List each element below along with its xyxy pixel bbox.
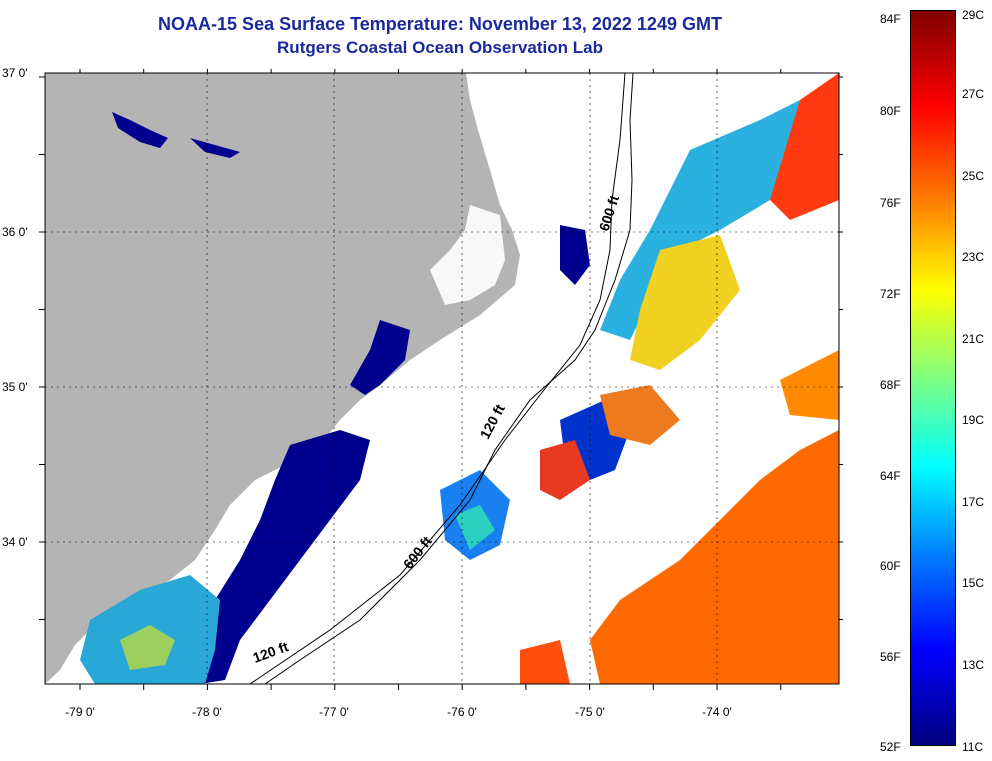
cold-water-patch	[200, 430, 370, 684]
colorbar-label-f: 84F	[880, 12, 901, 26]
lon-label: -79 0'	[65, 705, 95, 719]
colorbar-label-c: 21C	[962, 332, 985, 346]
colorbar-label-c: 11C	[962, 740, 984, 754]
colorbar-label-f: 52F	[880, 740, 901, 754]
map-border	[44, 72, 840, 685]
temperature-colorbar	[910, 10, 956, 746]
colorbar-label-c: 23C	[962, 250, 985, 264]
inland-lake	[190, 138, 240, 158]
warm-water-region	[770, 73, 839, 220]
map-title: NOAA-15 Sea Surface Temperature: Novembe…	[158, 14, 722, 34]
land-area	[45, 73, 520, 684]
colorbar-label-f: 56F	[880, 650, 901, 664]
colorbar-label-c: 27C	[962, 87, 985, 101]
colorbar-label-c: 13C	[962, 658, 985, 672]
gulf-stream-band	[540, 440, 590, 500]
lat-label: 35 0'	[2, 380, 28, 394]
lon-label: -78 0'	[192, 705, 222, 719]
map-subtitle: Rutgers Coastal Ocean Observation Lab	[277, 38, 603, 57]
colorbar-label-c: 17C	[962, 495, 985, 509]
colorbar-label-f: 76F	[880, 196, 901, 210]
colorbar-label-f: 64F	[880, 469, 901, 483]
lon-label: -77 0'	[319, 705, 349, 719]
gulf-stream-band	[630, 235, 740, 370]
lon-label: -76 0'	[447, 705, 477, 719]
lon-label: -75 0'	[575, 705, 605, 719]
cold-water-patch	[560, 225, 590, 285]
warm-water-region	[520, 640, 570, 684]
warm-water-region	[590, 430, 839, 684]
lat-label: 37 0'	[2, 66, 28, 80]
graticule	[45, 73, 839, 684]
warm-water-region	[780, 350, 839, 420]
colorbar-label-f: 60F	[880, 559, 901, 573]
cold-water-patch	[350, 320, 410, 395]
colorbar-label-c: 25C	[962, 169, 985, 183]
sound-water	[430, 205, 505, 305]
colorbar-label-f: 72F	[880, 287, 901, 301]
cool-water-patch	[455, 505, 495, 550]
gulf-stream-band	[600, 385, 680, 445]
lon-label: -74 0'	[702, 705, 732, 719]
contour-600ft	[249, 72, 626, 685]
lat-label: 34 0'	[2, 535, 28, 549]
inland-lake	[112, 112, 168, 148]
colorbar-label-f: 68F	[880, 378, 901, 392]
colorbar-label-c: 19C	[962, 413, 985, 427]
colorbar-label-c: 29C	[962, 8, 985, 22]
cool-water-patch	[120, 625, 175, 670]
frame-ticks	[39, 69, 843, 690]
lat-label: 36 0'	[2, 225, 28, 239]
colorbar-label-c: 15C	[962, 576, 985, 590]
colorbar-label-f: 80F	[880, 104, 901, 118]
